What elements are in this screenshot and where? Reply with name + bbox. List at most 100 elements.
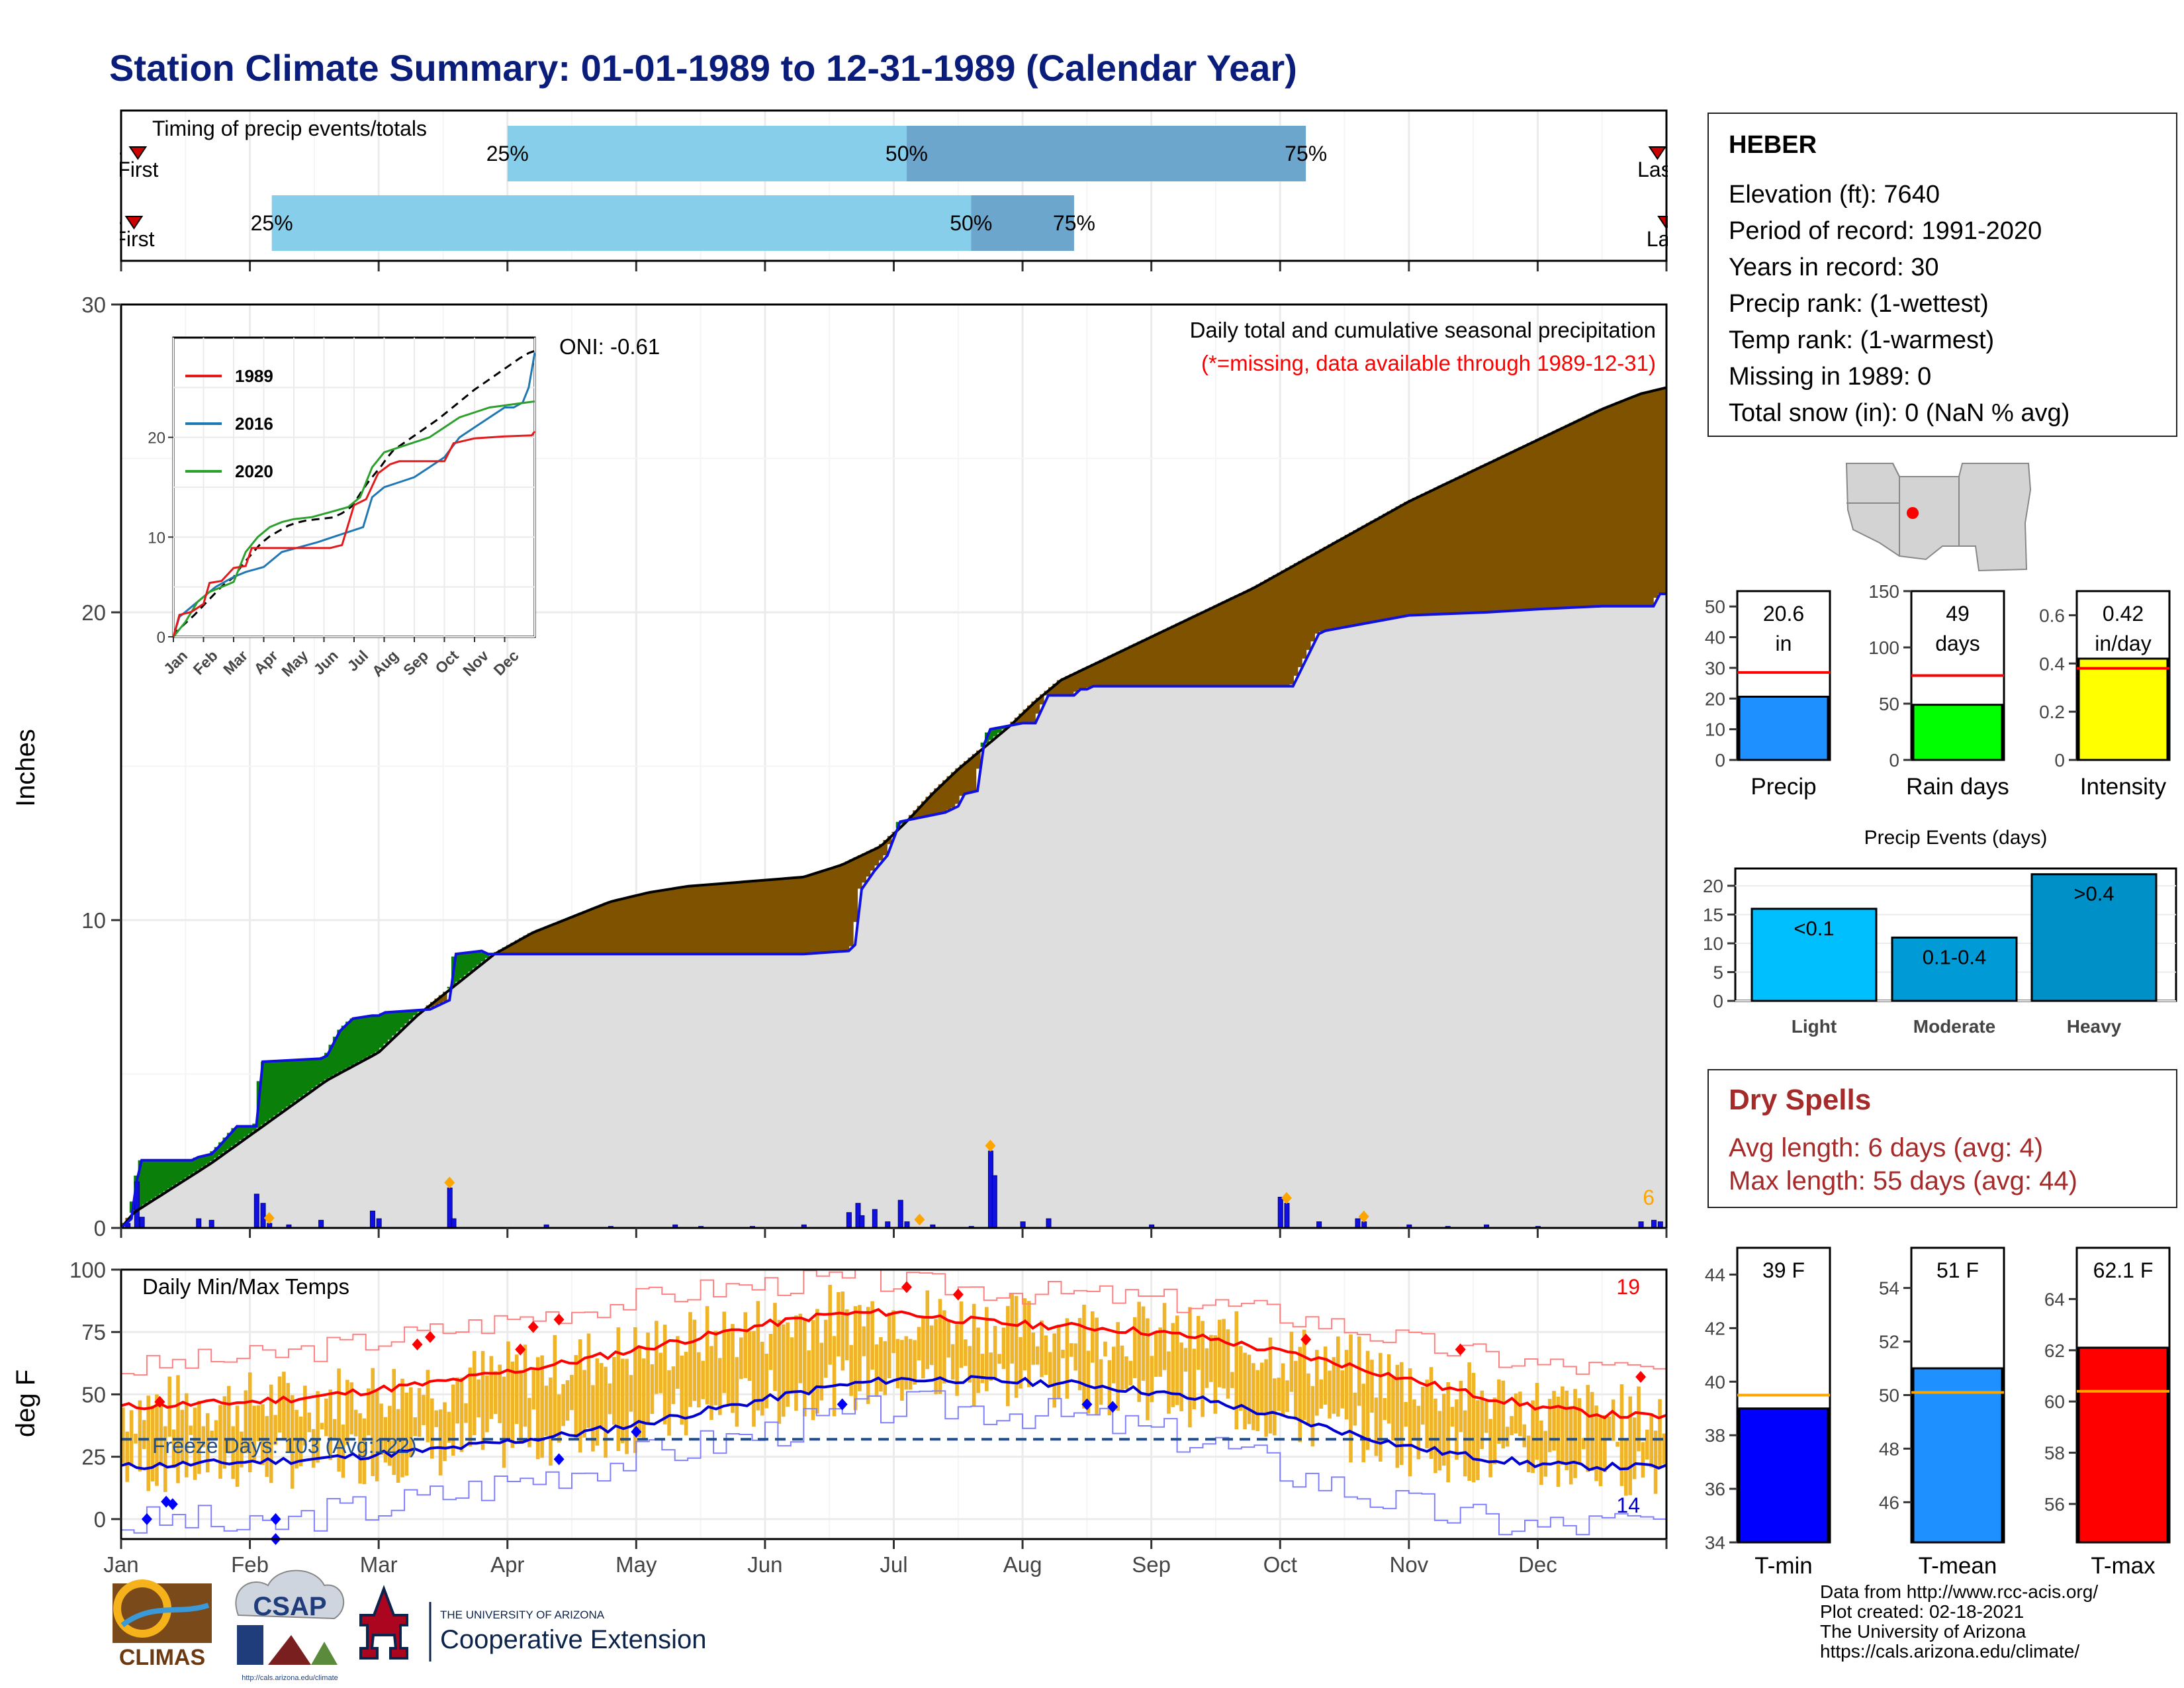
- daily-temp-bar: [731, 1324, 735, 1413]
- daily-temp-bar: [417, 1387, 422, 1437]
- daily-temp-bar: [125, 1431, 129, 1482]
- daily-temp-bar: [1425, 1380, 1429, 1448]
- daily-temp-bar: [574, 1355, 578, 1440]
- daily-temp-bar: [193, 1407, 197, 1480]
- station-location-dot: [1907, 507, 1919, 519]
- daily-temp-bar: [662, 1325, 667, 1425]
- stat-bar: [1738, 1407, 1829, 1544]
- timing-title: Timing of precip events/totals: [152, 117, 427, 140]
- month-label: Oct: [1263, 1552, 1297, 1577]
- inset-y-tick-label: 20: [148, 430, 165, 447]
- events-title: Precip Events (days): [1864, 827, 2048, 849]
- daily-temp-bar: [261, 1404, 265, 1466]
- daily-temp-bar: [650, 1364, 655, 1414]
- daily-temp-bar: [1416, 1405, 1421, 1460]
- daily-temp-bar: [493, 1371, 498, 1415]
- daily-temp-bar: [353, 1409, 358, 1436]
- daily-temp-bar: [798, 1313, 803, 1383]
- daily-temp-bar: [659, 1352, 663, 1393]
- daily-temp-bar: [464, 1403, 468, 1423]
- daily-temp-bar: [1603, 1415, 1607, 1472]
- events-category-label: Heavy: [2067, 1016, 2122, 1037]
- daily-temp-bar: [701, 1360, 705, 1399]
- daily-temp-bar: [1014, 1295, 1019, 1398]
- stat-y-tick-label: 60: [2044, 1391, 2065, 1412]
- month-label: Aug: [1003, 1552, 1042, 1577]
- events-y-tick-label: 20: [1703, 876, 1723, 896]
- oni-label: ONI: -0.61: [559, 334, 660, 359]
- daily-precip-bar: [1046, 1218, 1052, 1229]
- daily-temp-bar: [1281, 1363, 1285, 1417]
- daily-temp-bar: [451, 1384, 455, 1456]
- daily-temp-bar: [565, 1380, 570, 1421]
- daily-temp-bar: [1450, 1407, 1455, 1427]
- daily-temp-bar: [1128, 1360, 1133, 1385]
- daily-temp-bar: [1251, 1363, 1255, 1430]
- temp-panel: 0 25 50 75 100 deg F Daily Min/Max Temps Fre…: [11, 1258, 1668, 1577]
- temp-chart-title: Daily Min/Max Temps: [142, 1274, 349, 1299]
- daily-temp-bar: [1179, 1342, 1183, 1411]
- daily-temp-bar: [1374, 1397, 1379, 1456]
- stat-value-label: 39 F: [1762, 1258, 1805, 1282]
- daily-temp-bar: [443, 1402, 447, 1462]
- daily-temp-bar: [1188, 1307, 1192, 1428]
- daily-temp-bar: [1539, 1420, 1543, 1485]
- daily-temp-bar: [1158, 1327, 1162, 1377]
- daily-temp-bar: [887, 1312, 891, 1378]
- station-info-box: HEBER Elevation (ft): 7640 Period of rec…: [1707, 113, 2177, 437]
- daily-precip-bar: [451, 1218, 457, 1229]
- daily-temp-bar: [332, 1419, 337, 1440]
- daily-temp-bar: [811, 1320, 815, 1421]
- daily-temp-bar: [341, 1425, 345, 1478]
- daily-temp-bar: [1099, 1359, 1103, 1405]
- max-record-count: 19: [1616, 1275, 1640, 1299]
- daily-temp-bar: [502, 1376, 506, 1468]
- record-max-marker: [425, 1331, 435, 1343]
- daily-temp-bar: [595, 1358, 600, 1446]
- daily-temp-bar: [1222, 1319, 1226, 1389]
- daily-temp-bar: [510, 1361, 515, 1448]
- month-label: Jun: [747, 1552, 782, 1577]
- daily-temp-bar: [1361, 1383, 1365, 1462]
- daily-temp-bar: [1649, 1413, 1654, 1468]
- footer-line: The University of Arizona: [1820, 1621, 2026, 1642]
- daily-temp-bar: [747, 1331, 752, 1382]
- stat-y-tick-label: 52: [1879, 1332, 1899, 1352]
- daily-temp-bar: [214, 1420, 218, 1440]
- footer-line: Data from http://www.rcc-acis.org/: [1820, 1581, 2099, 1602]
- inset-2020-line: [172, 400, 535, 637]
- daily-temp-bar: [1547, 1399, 1552, 1452]
- stat-value-label: in/day: [2095, 632, 2151, 655]
- daily-temp-bar: [1492, 1397, 1497, 1464]
- daily-temp-bar: [1111, 1346, 1116, 1383]
- daily-temp-bar: [895, 1338, 900, 1389]
- stat-y-tick-label: 56: [2044, 1494, 2065, 1515]
- month-label: Feb: [231, 1552, 269, 1577]
- daily-temp-bar: [1120, 1345, 1124, 1390]
- events-y-tick-label: 10: [1703, 933, 1723, 954]
- inset-avg-line: [172, 350, 535, 637]
- daily-precip-bar: [991, 1175, 997, 1229]
- daily-temp-bar: [828, 1284, 832, 1365]
- events-y-tick-label: 15: [1703, 905, 1723, 925]
- daily-temp-bar: [514, 1354, 519, 1425]
- record-min-marker: [141, 1513, 152, 1525]
- daily-temp-bar: [1594, 1405, 1598, 1481]
- daily-precip-bar: [196, 1218, 202, 1229]
- timing-percent-label: 50%: [950, 211, 992, 235]
- daily-temp-bar: [680, 1355, 684, 1425]
- daily-temp-bar: [1510, 1416, 1514, 1436]
- daily-temp-bar: [929, 1325, 934, 1366]
- daily-temp-bar: [438, 1409, 443, 1476]
- daily-temp-bar: [1662, 1433, 1666, 1464]
- daily-temp-bar: [1404, 1401, 1408, 1427]
- record-max-marker: [1300, 1333, 1312, 1346]
- events-y-tick-label: 0: [1713, 991, 1723, 1011]
- daily-temp-bar: [1213, 1335, 1218, 1414]
- daily-temp-bar: [819, 1342, 824, 1401]
- daily-temp-bar: [1019, 1336, 1023, 1389]
- daily-temp-bar: [506, 1341, 510, 1439]
- timing-percent-label: 75%: [1285, 142, 1327, 165]
- daily-temp-bar: [1408, 1368, 1412, 1477]
- daily-temp-bar: [641, 1358, 646, 1440]
